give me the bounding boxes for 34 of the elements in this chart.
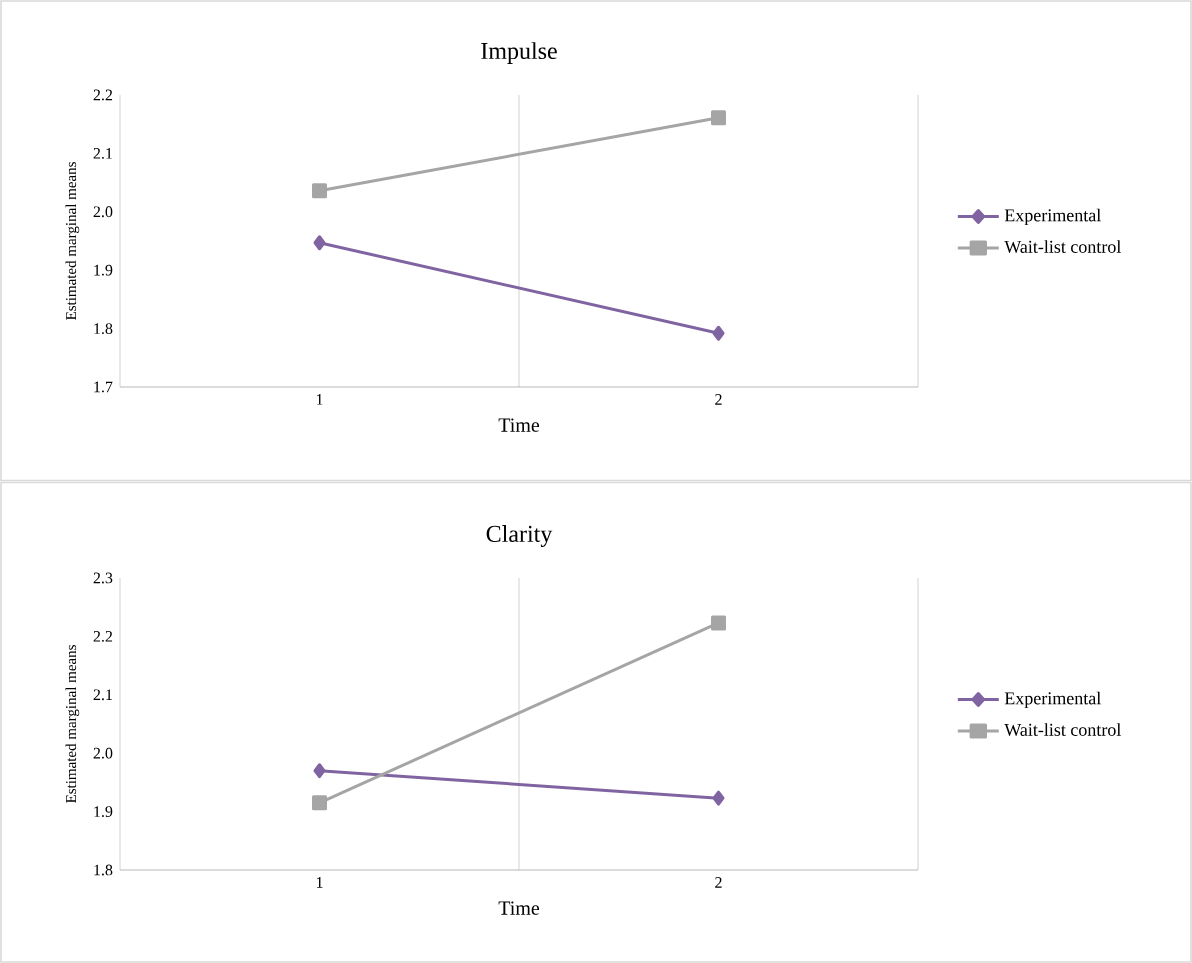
point — [313, 763, 326, 779]
x-tick-label: 1 — [316, 877, 323, 888]
y-tick-label: 1.9 — [94, 264, 113, 276]
y-tick-label: 1.7 — [94, 381, 113, 393]
y-tick-label: 1.8 — [94, 864, 113, 876]
point — [711, 110, 727, 126]
x-tick-label: 1 — [316, 394, 323, 405]
y-tick-label: 2.2 — [93, 89, 113, 101]
y-tick-label: 2.1 — [93, 689, 112, 701]
point — [712, 325, 725, 341]
y-axis-title: Estimated marginal means — [65, 162, 80, 320]
y-tick-label: 1.8 — [94, 323, 113, 335]
x-tick-label: 2 — [715, 877, 722, 888]
point — [313, 235, 326, 251]
point — [712, 790, 725, 806]
y-axis-title: Estimated marginal means — [65, 645, 80, 803]
x-axis-title: Time — [498, 901, 540, 915]
legend-label: Wait-list control — [1004, 723, 1121, 737]
y-tick-label: 1.9 — [94, 806, 113, 817]
point — [711, 615, 727, 631]
y-tick-label: 2.1 — [93, 147, 112, 159]
x-axis-title: Time — [498, 418, 540, 432]
point — [312, 183, 328, 199]
chart-title: Impulse — [481, 42, 557, 64]
y-tick-label: 2.2 — [93, 630, 113, 642]
y-tick-label: 2.3 — [93, 572, 113, 584]
legend-label: Experimental — [1004, 691, 1101, 709]
y-tick-label: 2.0 — [93, 747, 113, 759]
legend-label: Experimental — [1004, 208, 1101, 226]
y-tick-label: 2.0 — [93, 206, 113, 218]
point — [312, 795, 328, 811]
chart-title: Clarity — [486, 525, 553, 547]
legend-label: Wait-list control — [1004, 240, 1121, 254]
x-tick-label: 2 — [715, 394, 722, 405]
